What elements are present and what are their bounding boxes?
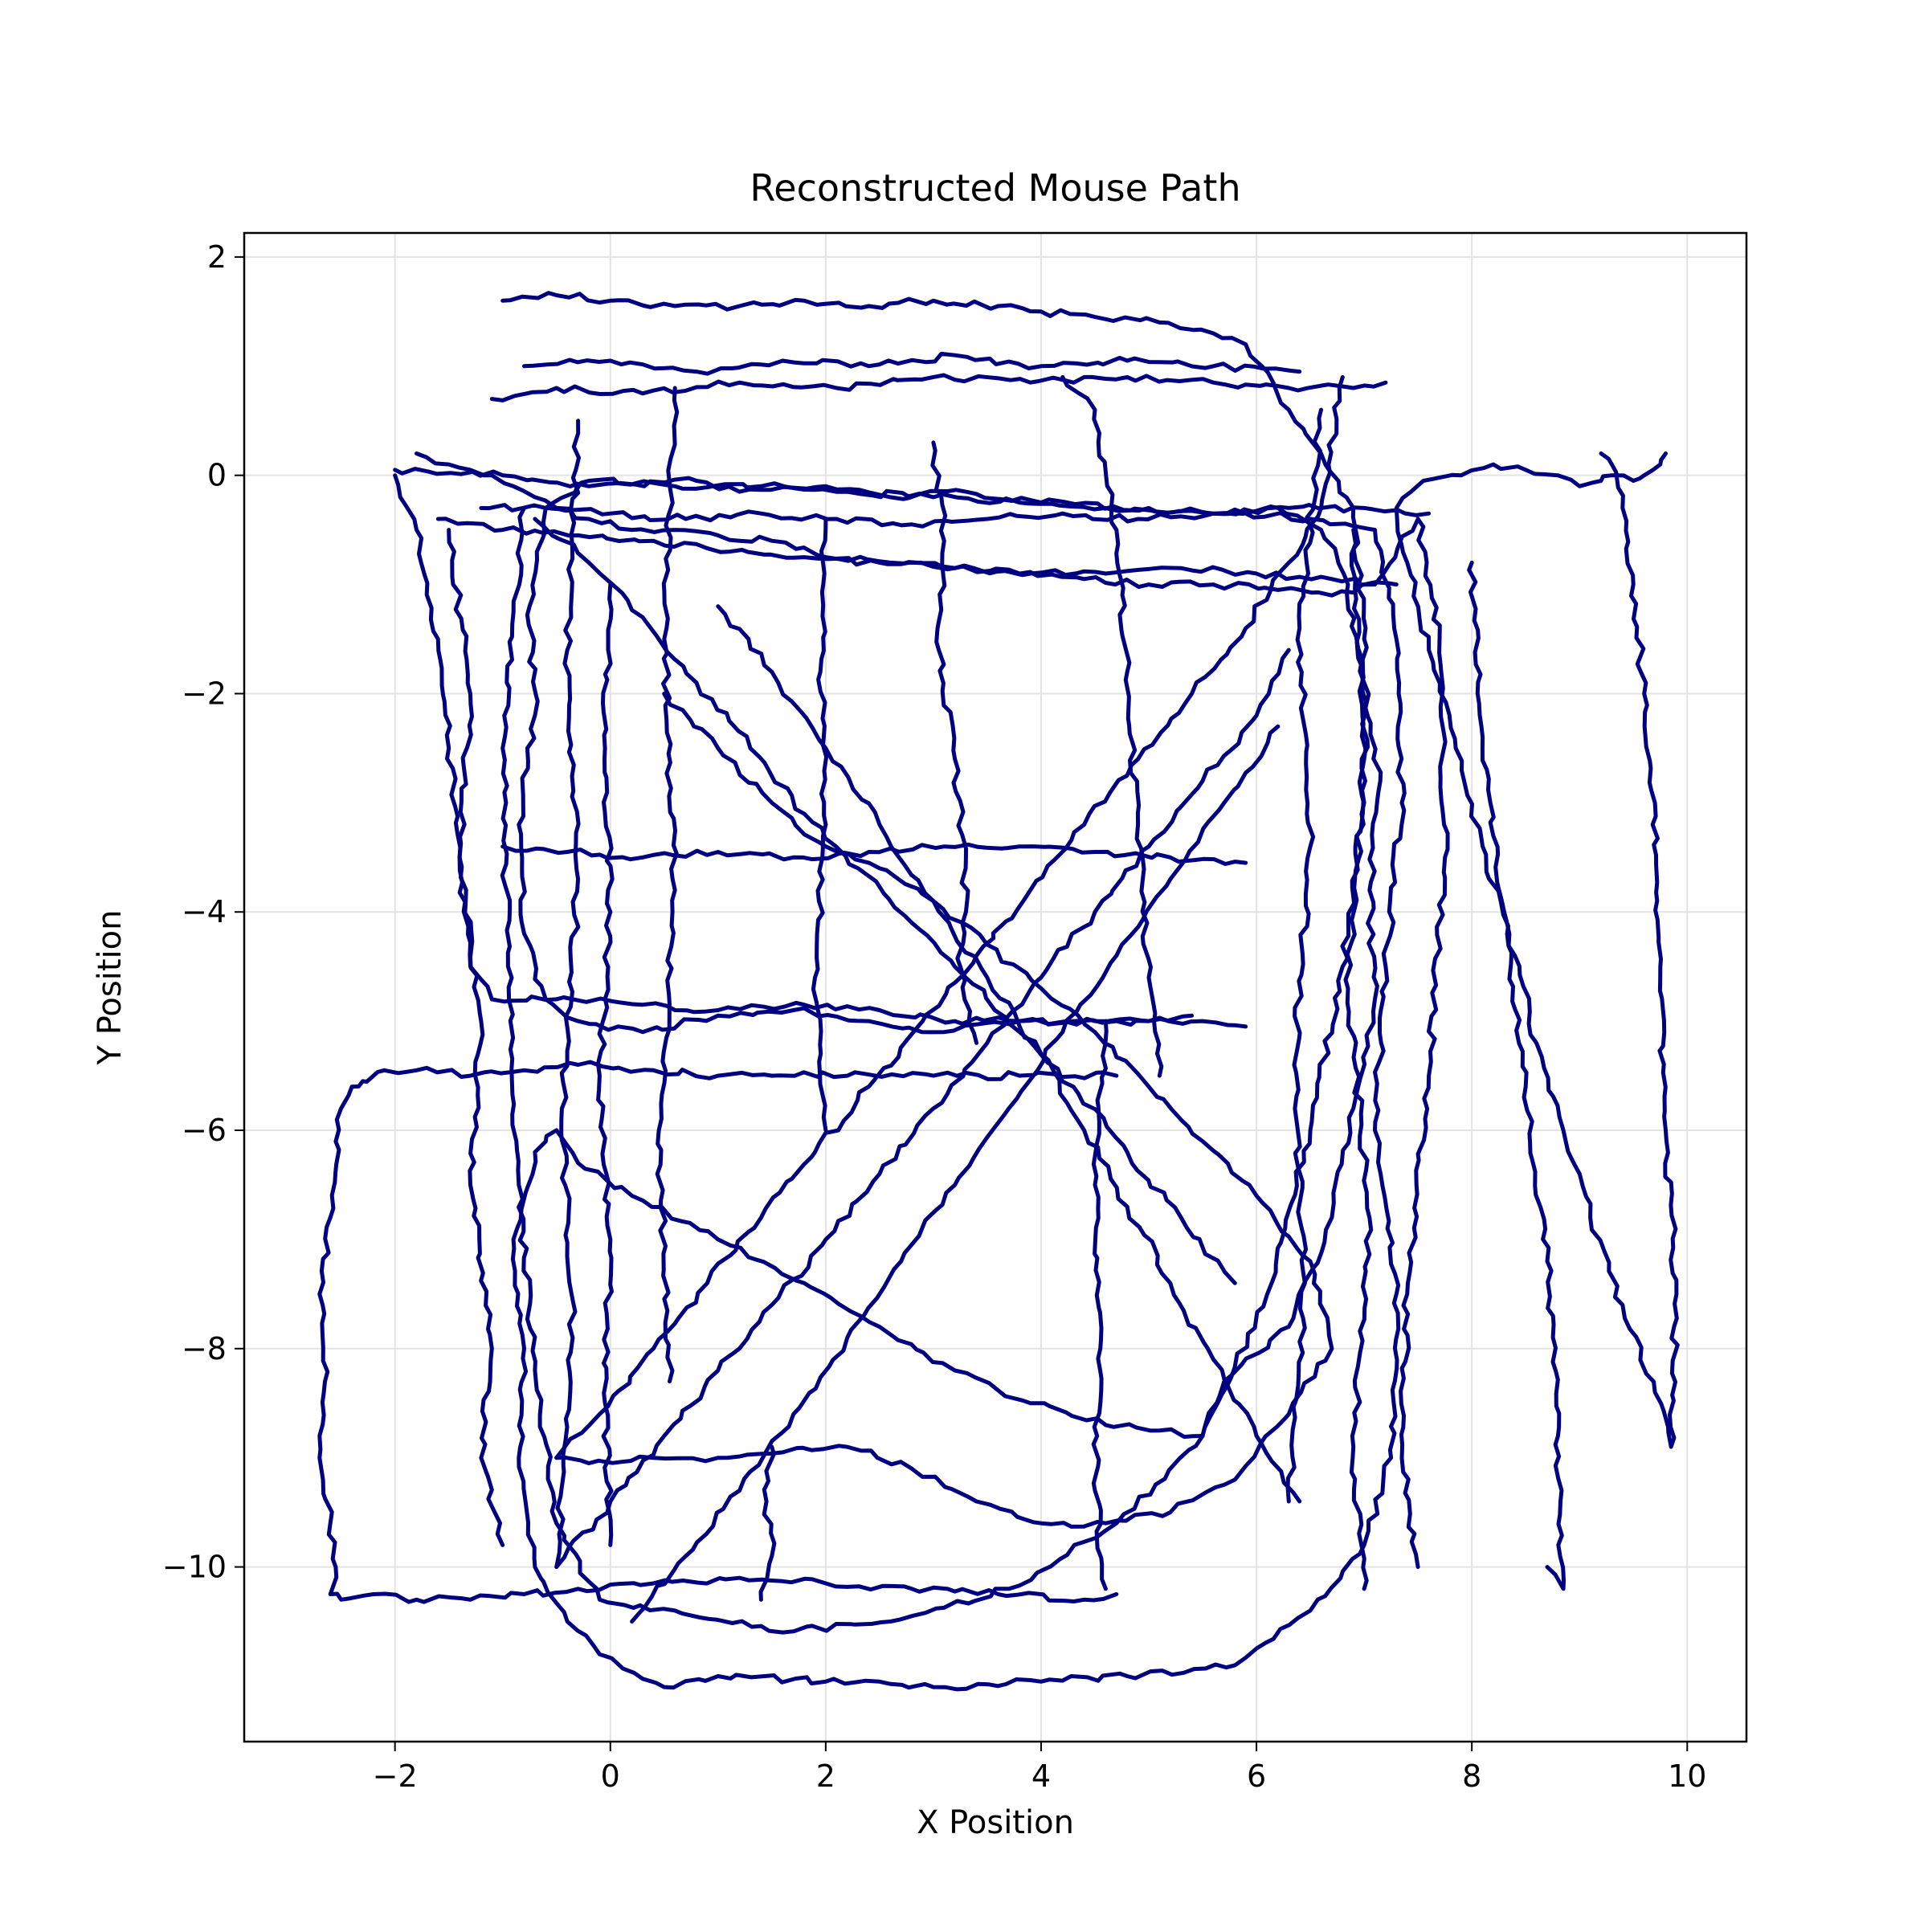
y-tick-label: −10	[162, 1550, 227, 1585]
x-tick-label: 6	[1247, 1758, 1266, 1794]
path-segment	[1091, 1019, 1109, 1591]
path-segment	[1394, 451, 1680, 1449]
path-segment	[655, 386, 680, 1384]
path-segment	[533, 517, 1237, 1285]
grid	[244, 233, 1746, 1742]
x-axis-title: X Position	[917, 1804, 1074, 1841]
y-tick-label: −2	[182, 676, 227, 711]
x-tick-label: 2	[816, 1758, 835, 1794]
ticks: −2 0 2 4 6 8 10 −10 −8 −6 −4 −2 0 2	[162, 239, 1707, 1794]
path-segment	[811, 517, 829, 1133]
path-segment	[489, 373, 1388, 402]
y-tick-label: −6	[182, 1113, 227, 1148]
path-segment	[522, 351, 1302, 376]
x-tick-label: 8	[1462, 1758, 1481, 1794]
path-segment	[554, 419, 581, 1570]
path-segment	[500, 842, 1248, 866]
path-segment	[447, 528, 505, 1547]
path-segment	[1060, 374, 1164, 1078]
y-tick-label: 2	[207, 239, 227, 275]
path-segment	[596, 582, 615, 1547]
x-tick-label: 0	[601, 1758, 620, 1794]
x-tick-label: 10	[1668, 1758, 1706, 1794]
chart-title: Reconstructed Mouse Path	[750, 166, 1240, 210]
path-segment	[393, 473, 1195, 1027]
path-segment	[317, 1215, 1119, 1604]
path-segment	[1467, 560, 1566, 1591]
series-layer	[317, 291, 1680, 1692]
path-segment	[554, 647, 1291, 1570]
path-segment	[758, 1444, 777, 1602]
path-segment	[1343, 528, 1374, 1591]
x-tick-label: −2	[373, 1758, 418, 1794]
path-segment	[554, 374, 1345, 1460]
path-segment	[1285, 407, 1323, 1504]
path-segment	[393, 467, 1407, 1692]
x-tick-label: 4	[1031, 1758, 1051, 1794]
y-tick-label: 0	[207, 458, 227, 493]
y-axis-title: Y Position	[92, 910, 129, 1066]
path-segment	[415, 451, 1450, 1570]
path-segment	[517, 476, 1383, 1438]
path-segment	[630, 724, 1281, 1624]
plot-frame	[243, 231, 1748, 1743]
path-segment	[554, 692, 1334, 1529]
path-segment	[930, 440, 978, 1045]
path-segment	[435, 517, 1399, 587]
y-tick-label: −8	[182, 1331, 227, 1366]
path-segment	[479, 503, 1432, 529]
path-segment	[500, 291, 1370, 1635]
y-tick-label: −4	[182, 894, 227, 929]
